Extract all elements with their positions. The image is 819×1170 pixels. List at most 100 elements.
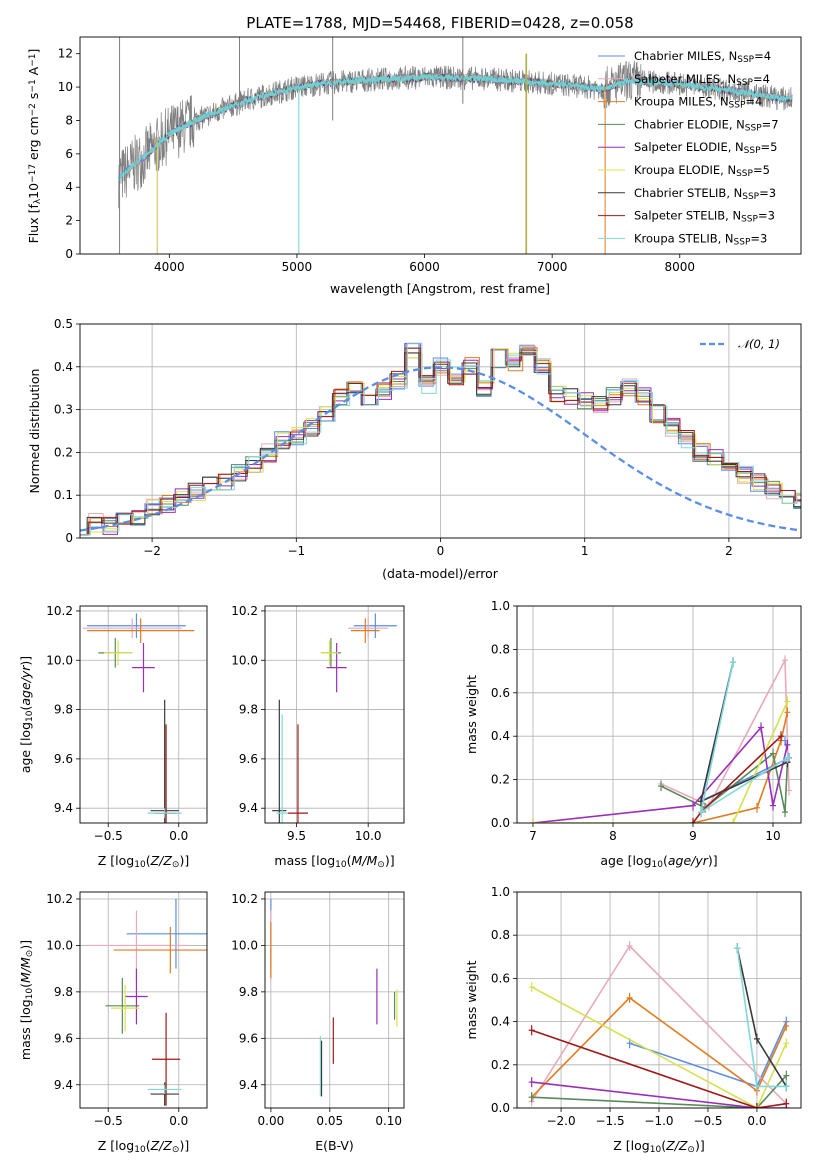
label-part: ( [146, 853, 151, 868]
x-tick-label: 4000 [154, 260, 185, 274]
y-tick-label: 8 [65, 113, 73, 127]
y-axis-label: age [log10(age/yr)] [18, 656, 35, 773]
label-part: 10 [650, 1145, 662, 1155]
y-tick-label: 9.8 [54, 985, 73, 999]
label-part: Z [log [613, 1138, 649, 1153]
weight-marker [770, 800, 776, 811]
y-tick-label: 9.6 [54, 752, 73, 766]
y-tick-label: 10.2 [46, 604, 73, 618]
label-part: age [log [18, 722, 33, 773]
label-part: 10 [134, 860, 146, 870]
y-tick-label: 9.6 [239, 752, 258, 766]
y-tick-label: 10.0 [231, 653, 258, 667]
label-part: Z [log [98, 1138, 134, 1153]
error-bar-point [350, 618, 380, 643]
panel-mass_vs_ebv: 0.00 0.05 0.10 9.4 9.6 9.8 10.0 10.2 E(B-V) [231, 891, 405, 1153]
x-tick-label: 0.0 [747, 1114, 766, 1128]
label-part: ] [26, 49, 41, 54]
label-part: 10 [25, 988, 35, 1000]
label-part: age [log [600, 853, 651, 868]
y-tick-label: 0.1 [54, 488, 73, 502]
x-axis-label: age [log10(age/yr)] [600, 853, 717, 870]
x-tick-label: −0.5 [693, 1114, 722, 1128]
plot-frame [516, 891, 802, 1109]
y-axis-label: Flux [fλ10−17 erg cm−2 s−1 A−1] [26, 49, 43, 244]
y-tick-label: 9.8 [239, 703, 258, 717]
weight-marker [626, 992, 633, 1003]
label-part: =3 [750, 231, 767, 245]
label-part: A [26, 66, 41, 79]
y-tick-label: 9.4 [54, 801, 73, 815]
x-axis-label: wavelength [Angstrom, rest frame] [330, 281, 550, 296]
error-bar-point [103, 640, 133, 666]
weight-series-line [531, 986, 788, 1108]
weight-series-line [660, 752, 789, 813]
legend-label: Salpeter ELODIE, NSSP=5 [634, 140, 777, 156]
y-tick-label: 0.4 [491, 1015, 510, 1029]
panel-age_vs_Z: −0.5 0.09.49.69.810.010.2Z [log10(Z/Z⊙)]a… [18, 604, 208, 870]
y-tick-label: 0.0 [491, 1101, 510, 1115]
legend-label: Kroupa MILES, NSSP=4 [634, 95, 762, 111]
histogram-series [80, 347, 801, 536]
label-part: λ [33, 198, 43, 204]
y-tick-label: 6 [65, 147, 73, 161]
label-part: =3 [759, 186, 776, 200]
y-tick-label: 1.0 [491, 599, 510, 613]
y-axis-label: Normed distribution [27, 369, 42, 494]
panel-mass_vs_Z: −0.5 0.09.49.69.810.010.2Z [log10(Z/Z⊙)]m… [18, 891, 208, 1155]
y-tick-label: 2 [65, 214, 73, 228]
x-tick-label: 7 [529, 829, 537, 843]
label-part: Chabrier ELODIE, N [634, 117, 745, 131]
label-part: Chabrier MILES, N [634, 49, 737, 63]
legend-label: Chabrier MILES, NSSP=4 [634, 49, 771, 65]
y-tick-label: 9.4 [239, 1078, 258, 1092]
x-tick-label: 1 [581, 544, 589, 558]
label-part: )] [179, 1138, 189, 1153]
error-bar-point [272, 699, 287, 823]
error-bar-point [132, 642, 155, 693]
y-tick-label: 0.4 [54, 360, 73, 374]
label-part: ⊙ [377, 860, 385, 870]
label-part: mass [log [18, 999, 33, 1060]
y-tick-label: 0.0 [491, 816, 510, 830]
y-tick-label: 0.2 [491, 1058, 510, 1072]
weight-marker [528, 982, 535, 993]
x-tick-label: −1.5 [595, 1114, 624, 1128]
label-part: ( [347, 853, 352, 868]
plot-frame [264, 891, 405, 1109]
best-model-spectrum [117, 73, 793, 181]
histogram-series [80, 352, 801, 536]
weight-series-line [736, 948, 787, 1087]
weight-marker [784, 707, 791, 718]
label-part: −1 [28, 54, 38, 67]
error-bar-point [111, 984, 140, 1032]
y-tick-label: 0.4 [491, 729, 510, 743]
y-tick-label: 10.0 [46, 938, 73, 952]
panel-spectrum: 4000 5000 6000 7000 8000 0 2 4 6 8 10 12 Chabrier MI… [26, 14, 802, 296]
y-tick-label: 0 [65, 247, 73, 261]
weight-marker [778, 731, 784, 742]
x-tick-label: 9.5 [287, 829, 306, 843]
label-part: )] [385, 853, 395, 868]
label-part: age/yr [668, 853, 709, 868]
label-part: )] [179, 853, 189, 868]
y-tick-label: 9.6 [239, 1031, 258, 1045]
label-part: Salpeter STELIB, N [634, 209, 741, 223]
chart-title: PLATE=1788, MJD=54468, FIBERID=0428, z=0… [246, 14, 633, 32]
error-bar-point [151, 1012, 181, 1106]
weight-marker [730, 657, 736, 668]
label-part: erg cm [26, 116, 41, 164]
error-bar-point [147, 1084, 182, 1095]
y-tick-label: 10.2 [231, 892, 258, 906]
label-part: SSP [744, 146, 761, 156]
label-part: ( [18, 706, 33, 711]
error-bar-point [113, 926, 207, 974]
y-tick-label: 0.5 [54, 317, 73, 331]
label-part: ⊙ [172, 860, 180, 870]
weight-marker [690, 800, 696, 811]
error-bar-point [87, 618, 195, 643]
y-tick-label: 10 [58, 80, 73, 94]
x-tick-label: 2 [725, 544, 733, 558]
label-part: ⊙ [172, 1145, 180, 1155]
plot-frame [79, 323, 802, 539]
